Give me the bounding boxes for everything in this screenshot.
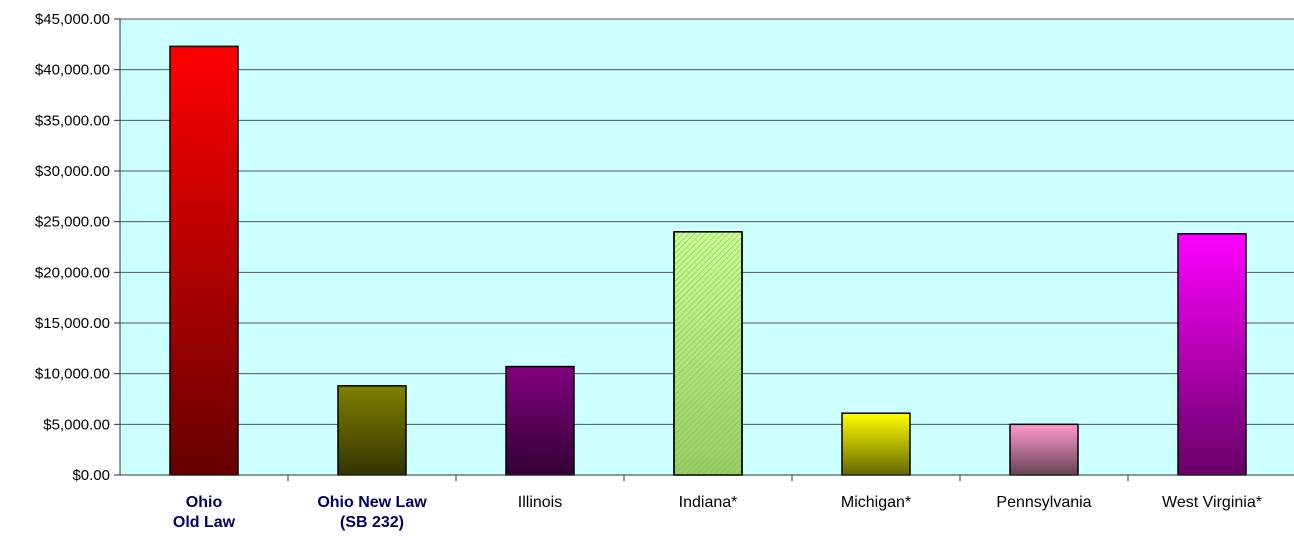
bars-group (169, 45, 1247, 476)
bar (1009, 423, 1079, 476)
x-tick-label: Indiana* (679, 494, 738, 511)
y-tick-label: $35,000.00 (35, 112, 110, 129)
axes-group (114, 18, 1294, 481)
bar (1177, 233, 1247, 476)
bar (505, 365, 575, 476)
y-tick-label: $20,000.00 (35, 264, 110, 281)
bar (169, 45, 239, 476)
y-tick-label: $0.00 (72, 467, 110, 484)
y-tick-label: $40,000.00 (35, 62, 110, 79)
y-tick-label: $30,000.00 (35, 163, 110, 180)
x-tick-label: Pennsylvania (996, 494, 1091, 511)
x-tick-label: West Virginia* (1162, 494, 1262, 511)
bar (337, 385, 407, 476)
x-tick-label: Ohio New Law (317, 494, 427, 511)
x-tick-label: (SB 232) (340, 514, 404, 531)
bar (841, 412, 911, 476)
y-tick-label: $45,000.00 (35, 11, 110, 28)
x-tick-label: Michigan* (841, 494, 911, 511)
y-tick-label: $25,000.00 (35, 214, 110, 231)
y-tick-label: $5,000.00 (43, 416, 110, 433)
y-tick-labels: $0.00 $5,000.00 $10,000.00 $15,000.00 $20,00… (35, 11, 110, 484)
y-tick-label: $15,000.00 (35, 315, 110, 332)
bar-hatch (673, 231, 743, 476)
x-tick-label: Old Law (173, 514, 236, 531)
y-tick-label: $10,000.00 (35, 366, 110, 383)
x-tick-label: Ohio (186, 494, 223, 511)
x-tick-label: Illinois (518, 494, 562, 511)
x-tick-labels: Ohio Old Law Ohio New Law (SB 232) Illinois I… (173, 494, 1262, 531)
